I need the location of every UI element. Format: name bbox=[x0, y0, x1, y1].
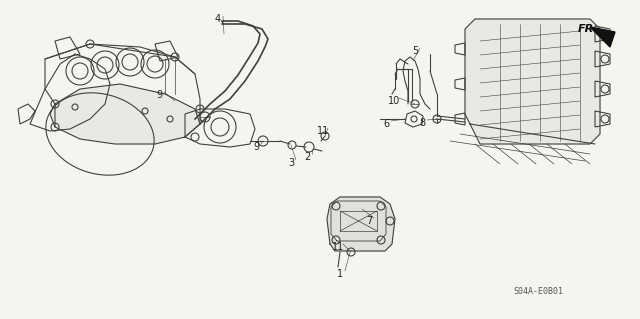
Text: 9: 9 bbox=[156, 90, 162, 100]
Polygon shape bbox=[590, 27, 615, 47]
Text: 11: 11 bbox=[317, 126, 329, 136]
Text: 7: 7 bbox=[366, 216, 372, 226]
Text: 6: 6 bbox=[383, 119, 389, 129]
Text: 5: 5 bbox=[412, 46, 418, 56]
Text: 11: 11 bbox=[332, 242, 344, 252]
Polygon shape bbox=[465, 19, 600, 144]
Polygon shape bbox=[327, 197, 395, 251]
Text: S04A-E0B01: S04A-E0B01 bbox=[513, 287, 563, 296]
Text: 3: 3 bbox=[288, 158, 294, 168]
Text: 1: 1 bbox=[337, 269, 343, 279]
Text: 4: 4 bbox=[215, 14, 221, 24]
Text: 2: 2 bbox=[304, 152, 310, 162]
Polygon shape bbox=[50, 84, 200, 144]
Text: 9: 9 bbox=[253, 142, 259, 152]
Text: 8: 8 bbox=[419, 118, 425, 128]
Text: FR.: FR. bbox=[578, 24, 598, 34]
Text: 10: 10 bbox=[388, 96, 400, 106]
